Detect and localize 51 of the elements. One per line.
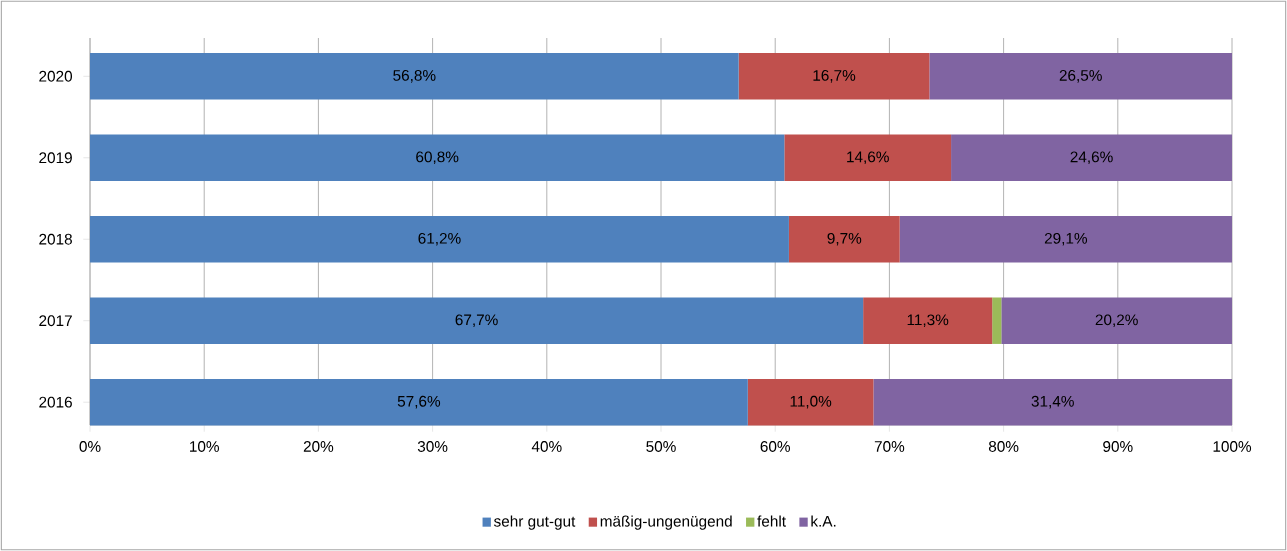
bar <box>899 216 1233 263</box>
data-label: 11,3% <box>907 314 949 328</box>
data-label: 24,6% <box>1070 151 1113 165</box>
data-label: 16,7% <box>813 69 856 83</box>
x-tick-label: 100% <box>1213 441 1252 452</box>
data-label: 57,6% <box>397 395 441 409</box>
data-label: 61,2% <box>418 232 461 246</box>
data-label: 56,8% <box>393 69 436 83</box>
legend-label: fehlt <box>757 515 786 527</box>
x-tick-label: 20% <box>303 441 334 452</box>
x-tick-label: 0% <box>79 441 101 452</box>
bar <box>90 216 789 263</box>
bar <box>863 297 993 344</box>
legend-label: k.A. <box>811 515 836 527</box>
x-tick-label: 40% <box>531 441 562 452</box>
data-label: 9,7% <box>827 232 862 246</box>
bar <box>788 216 900 263</box>
x-tick-label: 30% <box>417 441 448 452</box>
y-tick-label: 2018 <box>39 233 72 245</box>
x-tick-label: 80% <box>988 441 1019 452</box>
data-label: 11,0% <box>790 395 832 409</box>
bar <box>929 53 1233 100</box>
y-tick-label: 2020 <box>39 70 73 82</box>
bar <box>784 134 952 181</box>
y-tick-label: 2017 <box>39 315 72 327</box>
x-tick-label: 50% <box>646 441 676 452</box>
data-label: 20,2% <box>1095 314 1138 328</box>
bar <box>992 297 1002 344</box>
y-tick-label: 2019 <box>39 152 72 164</box>
bar <box>1001 297 1233 344</box>
bar <box>90 53 739 100</box>
bar <box>90 134 785 181</box>
data-label: 29,1% <box>1044 232 1088 246</box>
y-tick-label: 2016 <box>39 396 72 408</box>
bar <box>747 378 874 426</box>
data-label: 14,6% <box>847 151 889 165</box>
bar <box>90 297 864 344</box>
data-label: 67,7% <box>455 314 498 328</box>
data-label: 31,4% <box>1031 395 1074 409</box>
x-tick-label: 10% <box>190 441 219 452</box>
legend-label: mäßig-ungenügend <box>600 515 732 530</box>
bar <box>951 134 1233 181</box>
bar <box>90 378 748 426</box>
x-tick-label: 60% <box>760 441 790 452</box>
x-tick-label: 70% <box>874 441 905 452</box>
legend-label: sehr gut-gut <box>493 515 576 530</box>
data-label: 60,8% <box>416 151 459 165</box>
x-tick-label: 90% <box>1103 441 1133 452</box>
bar <box>873 378 1233 426</box>
bar <box>738 53 930 100</box>
data-label: 26,5% <box>1059 69 1102 83</box>
